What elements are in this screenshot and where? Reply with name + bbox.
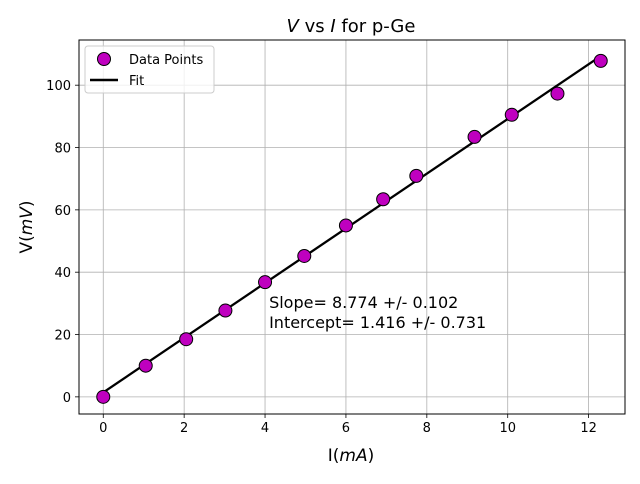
chart-title: V vs I for p-Ge [287,16,416,37]
y-tick-label: 40 [54,266,71,281]
x-axis-label-suffix: ) [368,446,375,466]
title-rest: for p-Ge [336,16,416,37]
data-points-layer [96,53,608,404]
data-point [376,192,391,207]
axis-ticks: 0 2 4 6 8 10 12 0 20 40 60 80 100 [46,79,597,436]
annotation-slope: Slope= 8.774 +/- 0.102 [269,293,458,312]
x-tick-label: 4 [261,421,269,436]
data-point [138,358,153,373]
title-i-symbol: I [330,16,335,37]
x-tick-label: 8 [423,421,431,436]
legend-marker-data-points [97,52,111,66]
y-tick-label: 100 [46,79,71,94]
x-tick-label: 10 [499,421,516,436]
y-axis-label: V(mV) [17,200,37,253]
data-point [258,275,273,290]
x-axis-label: I(mA) [328,446,375,466]
x-axis-label-prefix: I( [328,446,340,466]
data-point [467,129,482,144]
data-point [409,168,424,183]
x-tick-label: 6 [342,421,350,436]
title-v-symbol: V [287,16,301,37]
y-axis-label-unit: mV [17,206,37,236]
legend-label-fit: Fit [129,74,144,89]
data-point [504,107,519,122]
data-point [179,332,194,347]
fit-annotation: Slope= 8.774 +/- 0.102 Intercept= 1.416 … [269,293,486,332]
data-point [96,389,111,404]
y-tick-label: 60 [54,204,71,219]
data-point [218,303,233,318]
legend: Data Points Fit [84,45,215,94]
x-tick-label: 12 [580,421,597,436]
annotation-intercept: Intercept= 1.416 +/- 0.731 [269,313,486,332]
y-axis-label-suffix: ) [17,200,37,207]
x-tick-label: 0 [99,421,107,436]
y-tick-label: 80 [54,142,71,157]
grid-lines [79,40,625,414]
data-point [297,248,312,263]
x-tick-label: 2 [180,421,188,436]
legend-label-data-points: Data Points [129,53,203,68]
y-axis-label-prefix: V( [17,235,37,253]
title-vs: vs [299,16,330,37]
data-point [550,86,565,101]
y-tick-label: 0 [63,391,71,406]
y-tick-label: 20 [54,329,71,344]
axes-frame [78,39,626,415]
data-point [338,218,353,233]
x-axis-label-unit: mA [339,446,367,466]
data-point [593,53,608,68]
